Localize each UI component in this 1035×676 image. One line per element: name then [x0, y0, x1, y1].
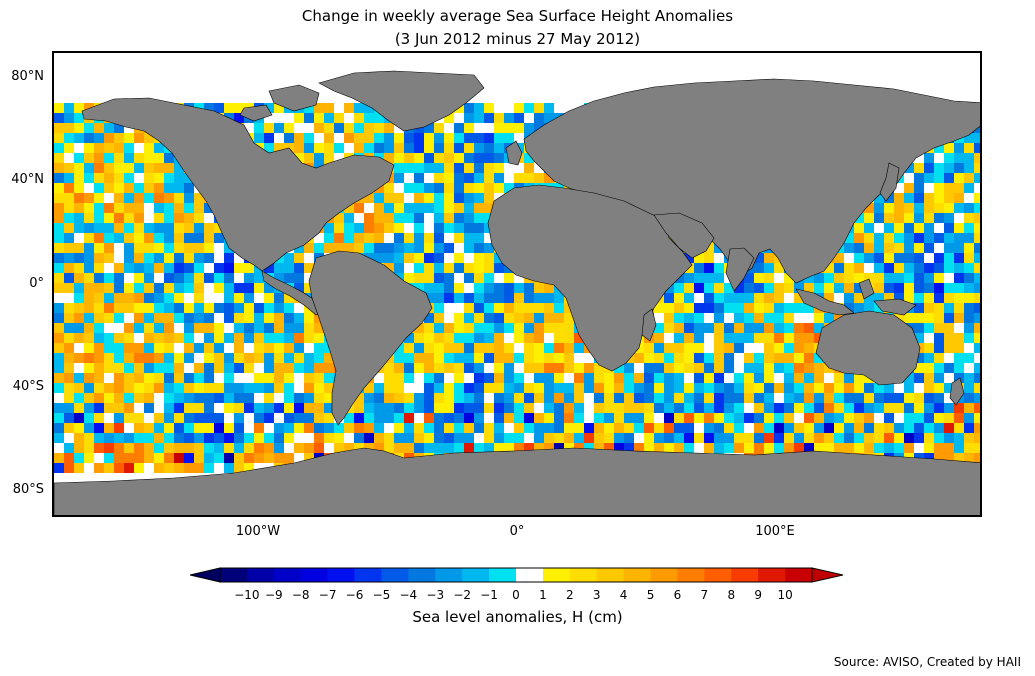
- uk-ireland: [505, 140, 523, 166]
- colorbar-tick-label: 8: [727, 588, 736, 602]
- colorbar-segment: [354, 568, 382, 582]
- japan: [879, 162, 900, 202]
- source-credit: Source: AVISO, Created by HAII: [833, 655, 1021, 669]
- lat-label-80n: 80°N: [11, 69, 44, 84]
- lat-label-80s: 80°S: [12, 482, 44, 497]
- africa: [487, 184, 693, 372]
- colorbar-tick-label: −8: [291, 588, 310, 602]
- lat-label-40s: 40°S: [12, 379, 44, 394]
- colorbar-segment: [489, 568, 517, 582]
- antarctica: [54, 447, 980, 515]
- colorbar-segment: [785, 568, 813, 582]
- colorbar-segment: [435, 568, 463, 582]
- colorbar-segment: [273, 568, 302, 582]
- south-america: [308, 250, 433, 426]
- colorbar-tick-label: −10: [234, 588, 260, 602]
- colorbar-tick-label: 10: [777, 588, 793, 602]
- colorbar-tick-label: 6: [673, 588, 682, 602]
- colorbar-tick-label: 2: [565, 588, 574, 602]
- colorbar-tick-label: 9: [754, 588, 762, 602]
- lat-label-eq: 0°: [29, 276, 44, 291]
- colorbar-tick-label: −1: [480, 588, 498, 602]
- colorbar-segment: [381, 568, 409, 582]
- colorbar-over-arrow: [811, 567, 844, 583]
- north-america: [81, 97, 395, 272]
- colorbar-segment: [623, 568, 651, 582]
- colorbar-tick-label: 3: [592, 588, 601, 602]
- colorbar-tick-label: 0: [512, 588, 520, 602]
- colorbar-segment: [650, 568, 678, 582]
- colorbar-segment: [704, 568, 732, 582]
- colorbar-tick-label: 7: [700, 588, 709, 602]
- colorbar-segment: [596, 568, 624, 582]
- colorbar-tick-label: 1: [539, 588, 547, 602]
- colorbar-under-arrow: [190, 567, 221, 583]
- colorbar-segment: [220, 568, 248, 582]
- colorbar-segment: [542, 568, 571, 582]
- colorbar-segment: [246, 568, 275, 582]
- arabia: [653, 212, 715, 259]
- colorbar-tick-label: −2: [453, 588, 472, 602]
- colorbar-border: [219, 567, 813, 583]
- southeast-asia-islands: [795, 278, 917, 316]
- colorbar-tick-label: −7: [318, 588, 337, 602]
- lon-label-100w: 100°W: [235, 524, 281, 539]
- colorbar-segment: [300, 568, 328, 582]
- colorbar-segment: [758, 568, 786, 582]
- lon-label-100e: 100°E: [755, 524, 795, 539]
- colorbar-segment: [516, 568, 544, 582]
- map-title: Change in weekly average Sea Surface Hei…: [301, 7, 734, 25]
- colorbar-tick-label: 5: [646, 588, 655, 602]
- australia: [815, 310, 921, 386]
- colorbar-tick-label: −9: [264, 588, 283, 602]
- greenland: [318, 70, 485, 132]
- colorbar-segment: [731, 568, 759, 582]
- colorbar-tick-label: −5: [372, 588, 391, 602]
- colorbar-tick-label: −3: [426, 588, 445, 602]
- colorbar-tick-label: −4: [399, 588, 418, 602]
- colorbar-segment: [327, 568, 355, 582]
- lat-label-40n: 40°N: [11, 172, 44, 187]
- india: [725, 247, 755, 292]
- colorbar-tick-label: 4: [619, 588, 628, 602]
- lon-label-0: 0°: [509, 524, 525, 539]
- colorbar-segment: [462, 568, 490, 582]
- world-map: [52, 51, 982, 517]
- madagascar: [641, 308, 657, 342]
- colorbar-label: Sea level anomalies, H (cm): [412, 608, 623, 626]
- map-subtitle: (3 Jun 2012 minus 27 May 2012): [394, 30, 641, 48]
- colorbar-tick-label: −6: [345, 588, 364, 602]
- land-masses: [54, 70, 980, 515]
- colorbar-segment: [677, 568, 705, 582]
- new-zealand: [949, 377, 965, 406]
- colorbar-segment: [408, 568, 436, 582]
- colorbar-segment: [569, 568, 598, 582]
- colorbar: [190, 567, 844, 583]
- arctic-islands: [239, 84, 320, 122]
